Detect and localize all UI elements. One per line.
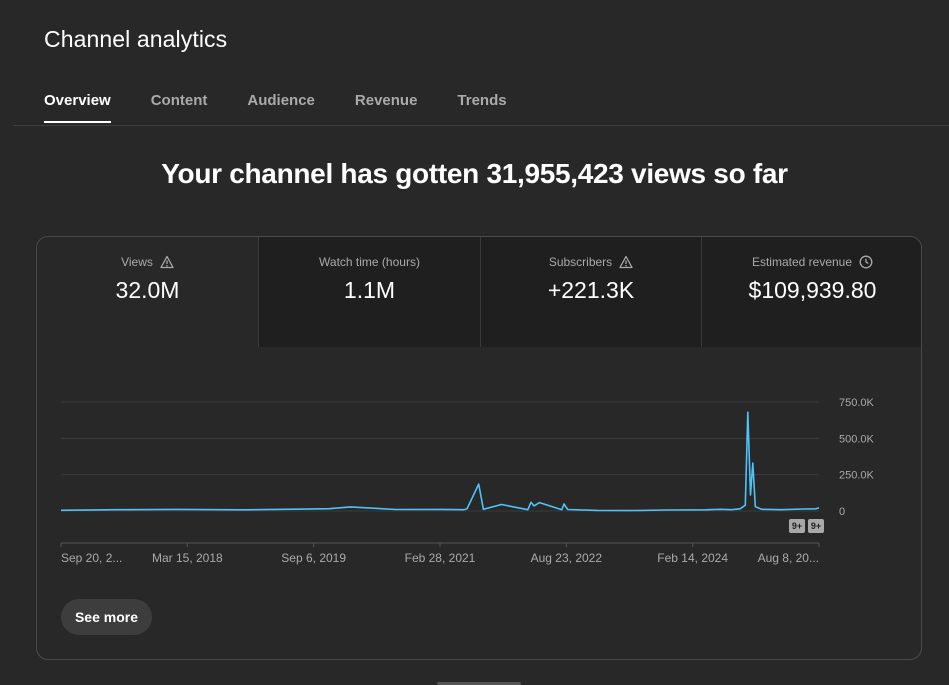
analytics-card: Views 32.0M Watch time (hours) 1.1M Subs… (36, 236, 922, 660)
metric-views[interactable]: Views 32.0M (37, 237, 258, 347)
event-badge[interactable]: 9+ (789, 519, 805, 533)
x-tick-label: Sep 6, 2019 (281, 551, 346, 565)
metric-value: +221.3K (547, 277, 635, 303)
metric-label: Subscribers (548, 255, 613, 269)
y-tick-label: 750.0K (839, 397, 875, 409)
y-tick-label: 250.0K (839, 470, 875, 482)
scroll-handle[interactable] (437, 682, 521, 685)
x-tick-label: Feb 28, 2021 (405, 551, 476, 565)
x-tick-label: Feb 14, 2024 (657, 551, 728, 565)
views-chart: 0 250.0K 500.0K 750.0K Sep 20, 2... Mar 15, 2… (37, 347, 921, 587)
metric-watch-time[interactable]: Watch time (hours) 1.1M (258, 237, 480, 347)
x-tick-label: Aug 8, 20... (758, 551, 819, 565)
warning-icon (619, 255, 633, 269)
x-tick-label: Aug 23, 2022 (531, 551, 603, 565)
views-series-line[interactable] (60, 411, 820, 512)
metric-value: $109,939.80 (748, 277, 877, 303)
metric-subscribers[interactable]: Subscribers +221.3K (480, 237, 701, 347)
tabs-divider (13, 125, 949, 126)
metric-estimated-revenue[interactable]: Estimated revenue $109,939.80 (701, 237, 921, 347)
tab-content[interactable]: Content (150, 92, 208, 109)
y-tick-label: 0 (839, 506, 845, 518)
views-line-chart: 0 250.0K 500.0K 750.0K Sep 20, 2... Mar 15, 2… (60, 397, 875, 565)
clock-icon (859, 255, 873, 269)
event-badge[interactable]: 9+ (808, 519, 824, 533)
tab-bar: Overview Content Audience Revenue Trends (44, 92, 547, 123)
views-headline: Your channel has gotten 31,955,423 views… (161, 158, 788, 189)
see-more-button[interactable]: See more (61, 599, 152, 635)
metric-label: Watch time (hours) (319, 255, 420, 269)
page-title: Channel analytics (44, 26, 228, 52)
metric-tabs: Views 32.0M Watch time (hours) 1.1M Subs… (37, 237, 921, 347)
tab-audience[interactable]: Audience (247, 92, 315, 109)
metric-value: 1.1M (343, 277, 396, 303)
metric-label: Estimated revenue (751, 255, 853, 269)
tab-overview[interactable]: Overview (44, 92, 111, 123)
tab-revenue[interactable]: Revenue (354, 92, 418, 109)
metric-value: 32.0M (115, 277, 180, 303)
tab-trends[interactable]: Trends (457, 92, 507, 109)
x-tick-label: Mar 15, 2018 (152, 551, 223, 565)
x-tick-label: Sep 20, 2... (61, 551, 122, 565)
y-tick-label: 500.0K (839, 433, 875, 445)
warning-icon (160, 255, 174, 269)
metric-label: Views (121, 255, 153, 269)
